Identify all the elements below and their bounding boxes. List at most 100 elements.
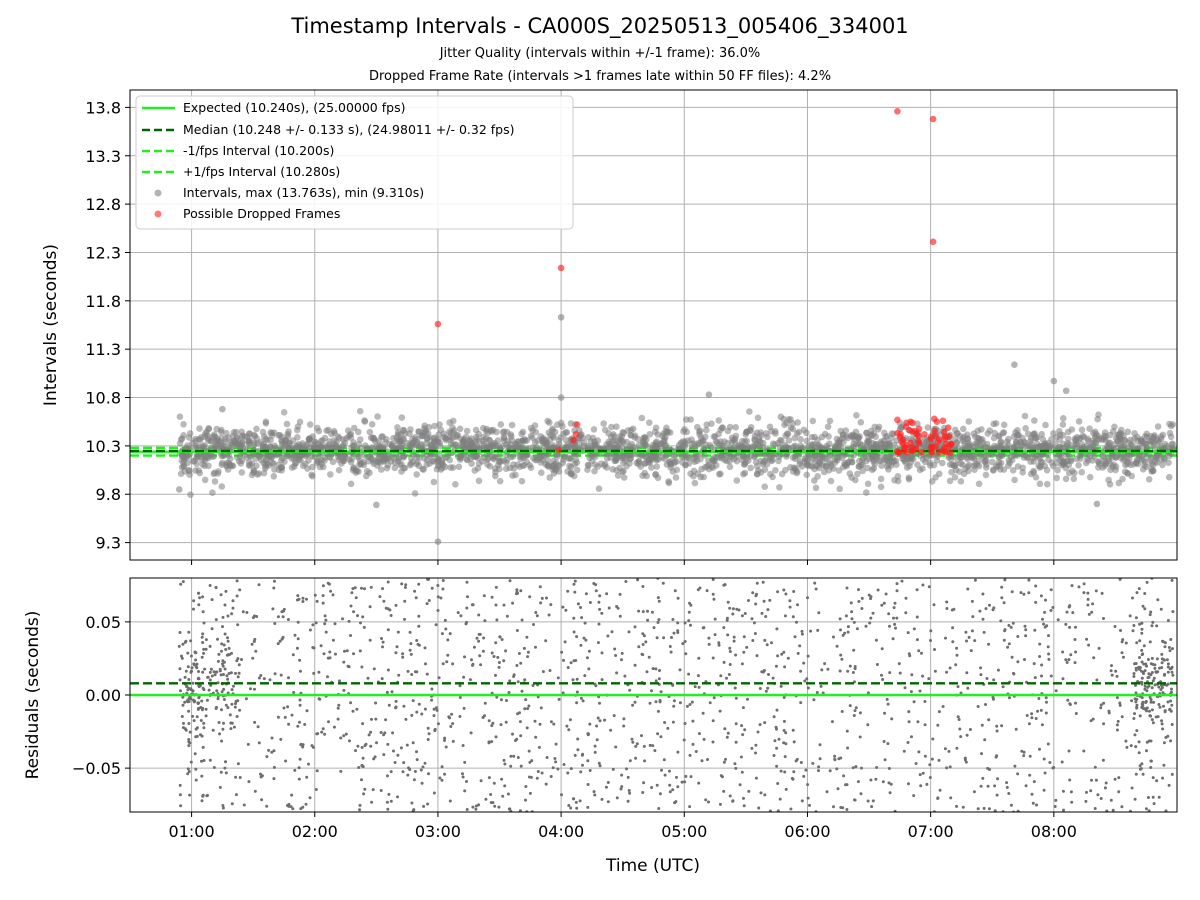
residual-point <box>1166 662 1170 666</box>
intervals-y-tick-label: 11.8 <box>85 292 121 311</box>
residual-point <box>838 669 842 673</box>
interval-point <box>1005 435 1012 443</box>
interval-point <box>261 465 269 472</box>
residual-point <box>406 773 410 777</box>
residual-point <box>536 770 540 773</box>
interval-point <box>316 452 323 459</box>
residual-point <box>605 592 609 596</box>
residual-point <box>534 645 537 649</box>
interval-point <box>1000 421 1008 429</box>
interval-point <box>874 426 882 433</box>
interval-point <box>864 480 872 488</box>
residual-point <box>937 710 941 714</box>
residual-point <box>971 615 975 619</box>
residual-point <box>1168 649 1172 653</box>
residual-point <box>483 619 487 623</box>
residual-point <box>212 670 216 674</box>
residual-point <box>745 645 749 649</box>
residual-point <box>500 638 504 641</box>
residual-point <box>711 578 715 581</box>
residual-point <box>900 579 904 583</box>
residual-point <box>839 628 842 632</box>
residual-point <box>191 681 195 685</box>
residual-point <box>970 629 974 633</box>
residual-point <box>1086 603 1090 607</box>
residual-point <box>522 646 526 650</box>
interval-point <box>510 461 517 468</box>
interval-point <box>594 463 602 470</box>
residual-point <box>191 689 195 693</box>
residual-point <box>917 649 921 653</box>
residual-point <box>961 805 965 809</box>
residual-point <box>569 806 573 810</box>
residual-point <box>1115 696 1119 700</box>
residual-point <box>569 767 573 771</box>
interval-point <box>1131 435 1139 442</box>
residual-point <box>466 595 469 599</box>
residual-point <box>724 757 727 761</box>
interval-point <box>811 477 818 484</box>
residual-point <box>761 580 765 584</box>
residual-point <box>193 752 197 756</box>
residual-point <box>369 585 373 589</box>
residual-point <box>728 650 732 653</box>
residual-point <box>534 611 538 614</box>
residual-point <box>764 615 768 618</box>
residual-point <box>1153 683 1157 687</box>
residual-point <box>760 611 764 615</box>
residual-point <box>1002 638 1006 642</box>
residual-point <box>928 776 932 779</box>
residual-point <box>195 715 199 719</box>
residual-point <box>527 749 531 753</box>
interval-point <box>191 458 198 465</box>
residual-point <box>972 790 976 794</box>
residual-point <box>371 788 375 792</box>
residual-point <box>282 609 285 613</box>
residual-point <box>1068 604 1072 608</box>
residual-point <box>381 640 385 644</box>
residual-point <box>391 731 395 735</box>
interval-point <box>518 477 526 485</box>
interval-point <box>1044 451 1052 459</box>
residual-point <box>1150 671 1154 674</box>
interval-point <box>247 453 254 460</box>
residual-point <box>921 674 925 678</box>
residual-point <box>187 678 191 681</box>
residual-point <box>556 767 560 771</box>
interval-point <box>450 417 457 425</box>
residual-point <box>1012 671 1015 675</box>
residual-point <box>458 696 462 699</box>
interval-point <box>994 444 1002 452</box>
interval-point <box>1050 377 1058 385</box>
residual-point <box>387 792 391 796</box>
interval-point <box>293 426 301 434</box>
residual-point <box>1067 749 1071 753</box>
interval-point <box>932 474 939 481</box>
residual-point <box>958 727 962 731</box>
residual-point <box>586 783 590 786</box>
interval-point <box>1094 415 1101 423</box>
residual-point <box>734 766 738 770</box>
residual-point <box>1109 669 1113 673</box>
residual-point <box>711 719 715 723</box>
interval-point <box>1065 435 1072 443</box>
residual-point <box>1150 708 1154 712</box>
residual-point <box>1082 749 1086 753</box>
residual-point <box>1163 645 1167 649</box>
interval-point <box>671 453 678 461</box>
interval-point <box>907 459 914 466</box>
residual-point <box>1149 610 1153 614</box>
residual-point <box>814 587 818 591</box>
residual-point <box>806 596 809 600</box>
residual-point <box>530 759 534 763</box>
interval-point <box>951 474 959 481</box>
residual-point <box>200 759 203 763</box>
residual-point <box>355 707 359 711</box>
interval-point <box>803 437 811 445</box>
residual-point <box>385 690 389 694</box>
interval-point <box>835 467 843 474</box>
residual-point <box>436 722 440 726</box>
residual-point <box>571 678 575 682</box>
interval-point <box>1106 431 1114 439</box>
residual-point <box>370 717 373 721</box>
